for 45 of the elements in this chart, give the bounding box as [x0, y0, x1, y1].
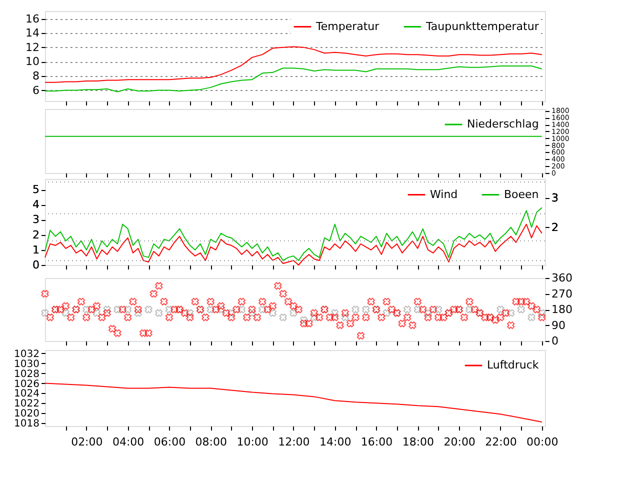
x-tick-label: 22:00: [485, 436, 517, 448]
x-tick-label: 18:00: [402, 436, 434, 448]
x-tick-label: 00:00: [526, 436, 558, 448]
y-tick-label: 1032: [14, 348, 40, 360]
legend-label: Taupunkttemperatur: [425, 20, 540, 33]
y2-tick-label: 2: [552, 220, 558, 234]
y-tick-label: 1024: [14, 388, 40, 400]
y-tick-label: 1022: [14, 398, 40, 410]
y-tick-label: 0: [32, 258, 40, 272]
x-tick-label: 10:00: [236, 436, 268, 448]
y2-tick-label: 180: [552, 303, 572, 316]
x-tick-label: 04:00: [112, 436, 144, 448]
legend-label: Niederschlag: [467, 118, 539, 130]
y2-tick-label: 3: [552, 191, 558, 204]
y-tick-label: 3: [32, 213, 40, 226]
y-tick-label: 2: [32, 228, 40, 242]
x-tick-label: 12:00: [278, 436, 310, 448]
y-tick-label: 1018: [14, 418, 40, 430]
y-tick-label: 5: [32, 183, 40, 196]
x-tick-label: 08:00: [195, 436, 227, 448]
y-tick-label: 1028: [14, 368, 40, 380]
y-tick-label: 14: [26, 26, 40, 40]
y-tick-label: 1026: [14, 378, 40, 390]
y-tick-label: 12: [26, 40, 40, 54]
y-tick-label: 1020: [14, 408, 40, 420]
y-tick-label: 1: [32, 243, 40, 256]
x-tick-label: 20:00: [444, 436, 476, 448]
y2-tick-label: 270: [552, 287, 572, 300]
y2-tick-label: 0: [552, 334, 558, 348]
x-tick-label: 06:00: [154, 436, 186, 448]
y-tick-label: 6: [32, 84, 40, 97]
y-tick-label: 1030: [14, 358, 40, 370]
legend-label: Temperatur: [315, 20, 380, 33]
legend-label: Wind: [430, 188, 458, 201]
y-tick-label: 10: [26, 55, 40, 68]
x-tick-label: 02:00: [71, 436, 103, 448]
y2-tick-label: 360: [552, 272, 572, 284]
legend-label: Luftdruck: [487, 358, 540, 372]
legend-label: Boeen: [504, 188, 539, 201]
y-tick-label: 4: [32, 198, 40, 212]
x-tick-label: 16:00: [360, 436, 393, 448]
y-tick-label: 16: [26, 12, 40, 26]
x-tick-label: 14:00: [320, 436, 352, 448]
y-tick-label: 8: [32, 70, 40, 82]
y2-tick-label: 90: [552, 318, 566, 332]
